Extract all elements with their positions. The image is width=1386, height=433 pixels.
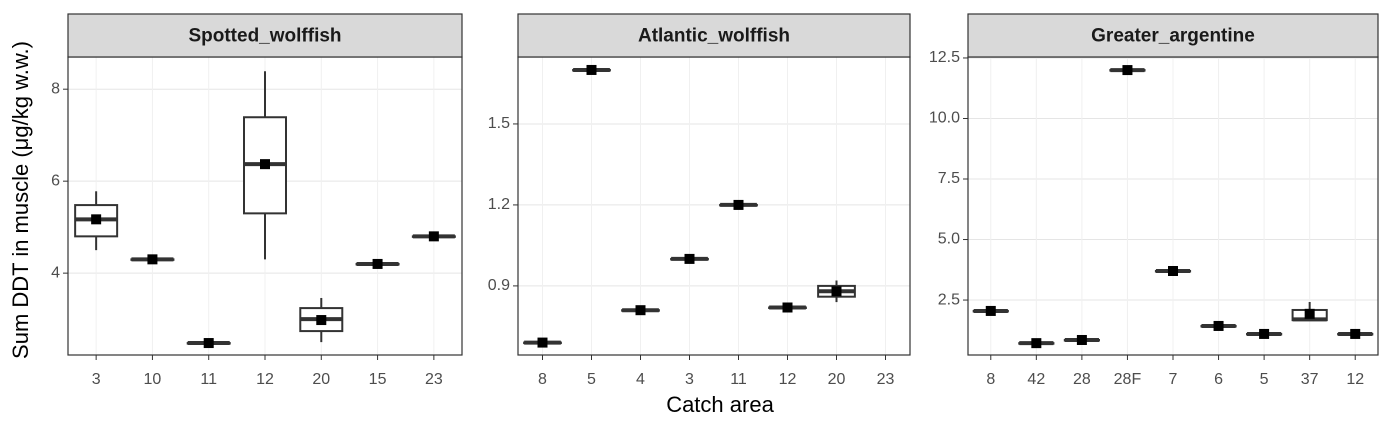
mean-marker (147, 254, 158, 265)
mean-marker (733, 199, 744, 210)
mean-marker (1213, 320, 1224, 331)
strip (967, 13, 1379, 58)
y-tick-label: 1.5 (488, 115, 510, 132)
x-tick-label: 20 (828, 371, 846, 388)
mean-marker (316, 315, 327, 326)
mean-marker (1076, 334, 1087, 345)
y-tick-label: 7.5 (938, 170, 960, 187)
panel-background (518, 57, 910, 355)
y-tick-label: 8 (51, 80, 60, 97)
strip (517, 13, 911, 58)
x-tick-label: 12 (256, 371, 274, 388)
mean-marker (260, 159, 270, 170)
y-tick-label: 2.5 (938, 291, 960, 308)
mean-marker (1259, 328, 1270, 339)
x-tick-label: 5 (587, 371, 596, 388)
x-tick-label: 3 (92, 371, 101, 388)
mean-marker (1304, 308, 1315, 319)
y-tick-label: 12.5 (929, 49, 960, 66)
x-tick-label: 12 (1346, 371, 1364, 388)
x-tick-label: 23 (425, 371, 443, 388)
x-axis-title: Catch area (666, 392, 774, 417)
x-tick-label: 37 (1301, 371, 1319, 388)
mean-marker (203, 338, 214, 349)
x-tick-label: 8 (538, 371, 547, 388)
x-tick-label: 5 (1260, 371, 1269, 388)
mean-marker (1350, 328, 1361, 339)
x-tick-label: 10 (144, 371, 162, 388)
mean-marker (586, 64, 597, 75)
x-tick-label: 7 (1169, 371, 1178, 388)
y-tick-label: 0.9 (488, 277, 510, 294)
x-tick-label: 11 (730, 371, 747, 388)
mean-marker (782, 302, 793, 313)
y-tick-label: 4 (51, 264, 60, 281)
x-tick-label: 42 (1027, 371, 1045, 388)
mean-marker (831, 286, 842, 297)
mean-marker (1122, 65, 1133, 76)
x-tick-label: 6 (1214, 371, 1223, 388)
mean-marker (635, 305, 646, 316)
mean-marker (91, 214, 102, 225)
y-tick-label: 1.2 (488, 196, 510, 213)
x-tick-label: 12 (779, 371, 797, 388)
mean-marker (1031, 338, 1042, 349)
y-tick-label: 6 (51, 172, 60, 189)
x-tick-label: 11 (200, 371, 217, 388)
panel-title: Greater_argentine (1091, 26, 1255, 47)
mean-marker (684, 253, 695, 264)
panel-title: Spotted_wolffish (188, 26, 341, 47)
x-tick-label: 3 (685, 371, 694, 388)
x-tick-label: 8 (986, 371, 995, 388)
mean-marker (1168, 265, 1178, 276)
mean-marker (372, 258, 383, 269)
strip (67, 13, 463, 58)
mean-marker (537, 337, 548, 348)
mean-marker (428, 231, 439, 242)
x-tick-label: 15 (369, 371, 387, 388)
y-tick-label: 10.0 (929, 110, 960, 127)
panel-title: Atlantic_wolffish (638, 26, 790, 47)
x-tick-label: 28 (1073, 371, 1091, 388)
x-tick-label: 28F (1114, 371, 1142, 388)
y-tick-label: 5.0 (938, 231, 960, 248)
x-tick-label: 23 (877, 371, 895, 388)
y-axis-title: Sum DDT in muscle (μg/kg w.w.) (8, 41, 33, 359)
x-tick-label: 4 (636, 371, 645, 388)
x-tick-label: 20 (312, 371, 330, 388)
mean-marker (985, 305, 996, 316)
